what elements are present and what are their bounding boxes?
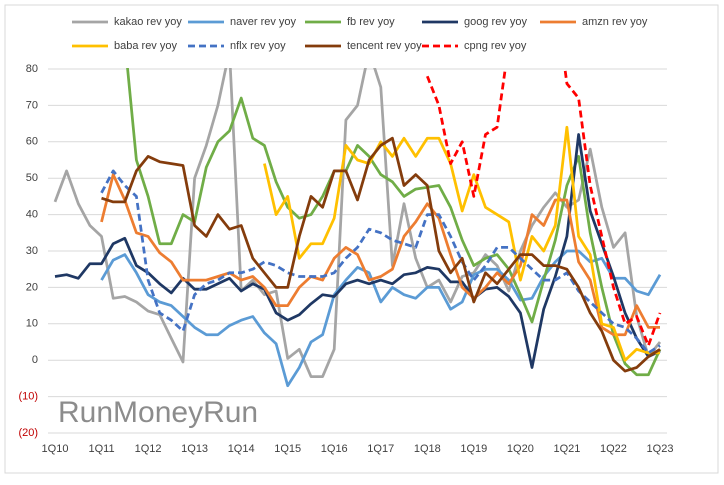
y-tick-label: 30 [26,245,38,257]
x-tick-label: 1Q10 [42,443,69,455]
y-tick-label: 50 [26,172,38,184]
legend-label: baba rev yoy [114,40,177,52]
legend-label: amzn rev yoy [582,16,648,28]
x-tick-label: 1Q18 [414,443,441,455]
x-tick-label: 1Q20 [507,443,534,455]
lines [53,68,662,388]
series-line [100,173,660,337]
series-line [426,68,662,347]
legend: kakao rev yoy naver rev yoy fb rev yoy goog… [72,16,648,52]
y-tick-label: 10 [26,318,38,330]
x-tick-label: 1Q19 [460,443,487,455]
x-tick-label: 1Q12 [135,443,162,455]
series-line [54,133,661,369]
x-tick-label: 1Q13 [181,443,208,455]
x-tick-label: 1Q14 [228,443,255,455]
y-tick-label: 40 [26,209,38,221]
y-tick-label: 20 [26,281,38,293]
y-tick-label: (20) [18,427,38,439]
legend-label: fb rev yoy [347,16,395,28]
y-tick-label: 70 [26,99,38,111]
x-tick-label: 1Q11 [88,443,114,455]
legend-label: naver rev yoy [230,16,297,28]
legend-label: cpng rev yoy [464,40,527,52]
y-tick-label: (10) [18,391,38,403]
x-tick-label: 1Q16 [321,443,348,455]
x-tick-label: 1Q23 [647,443,674,455]
legend-label: goog rev yoy [464,16,527,28]
x-tick-label: 1Q17 [367,443,394,455]
y-tick-label: 80 [26,63,38,75]
y-tick-label: 60 [26,136,38,148]
y-tick-label: 0 [32,354,38,366]
legend-label: nflx rev yoy [230,40,286,52]
series-line [101,136,661,373]
x-tick-label: 1Q22 [600,443,627,455]
legend-label: kakao rev yoy [114,16,182,28]
series-line [263,125,660,362]
x-tick-label: 1Q15 [274,443,301,455]
series-line [100,169,661,355]
series-line [100,249,662,388]
x-tick-label: 1Q21 [553,443,580,455]
legend-label: tencent rev yoy [347,40,422,52]
series-line [126,68,662,377]
watermark: RunMoneyRun [58,396,258,429]
